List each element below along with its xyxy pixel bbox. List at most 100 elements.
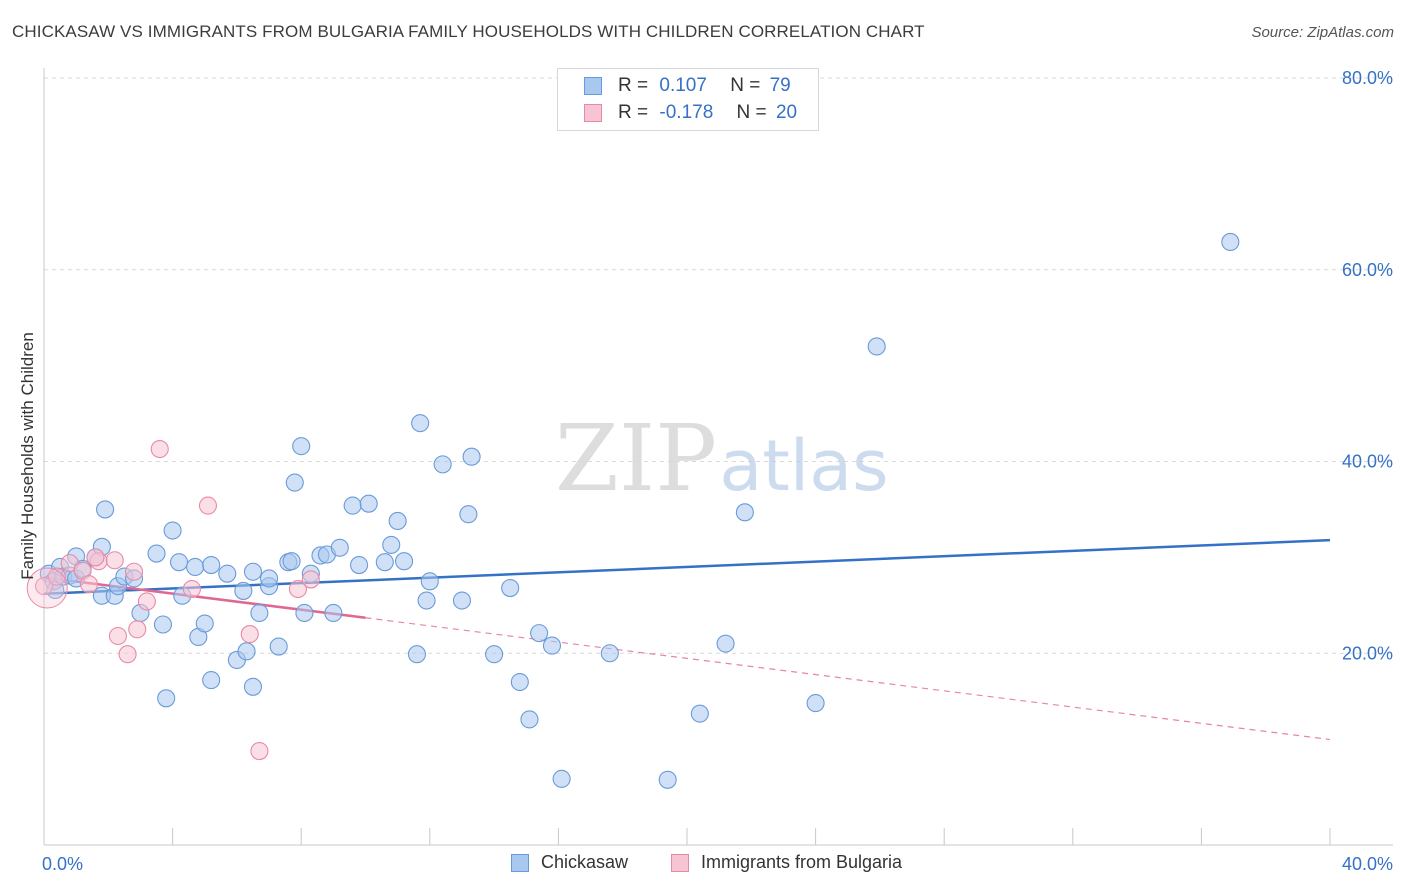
bulgaria-point — [198, 496, 218, 515]
chickasaw-point — [452, 591, 472, 610]
chickasaw-point — [218, 564, 237, 583]
chickasaw-point — [243, 677, 263, 696]
bulgaria-point — [250, 741, 269, 761]
chickasaw-point — [259, 569, 279, 588]
chickasaw-point — [716, 634, 735, 653]
legend-swatch-bulgaria — [671, 854, 689, 872]
bulgaria-point — [182, 579, 201, 599]
chickasaw-point — [395, 552, 414, 571]
chickasaw-point — [330, 538, 349, 557]
bulgaria-point — [128, 620, 147, 639]
chickasaw-point — [282, 552, 301, 571]
chart-title: CHICKASAW VS IMMIGRANTS FROM BULGARIA FA… — [12, 22, 925, 41]
n-label: N = — [736, 102, 767, 123]
chickasaw-point — [202, 555, 221, 575]
legend-label: Immigrants from Bulgaria — [701, 852, 903, 872]
bulgaria-point — [118, 645, 137, 664]
n-value: 79 — [769, 75, 791, 96]
chickasaw-point — [186, 557, 205, 577]
bulgaria-point — [240, 625, 259, 644]
r-value: -0.178 — [659, 102, 714, 123]
bulgaria-point — [47, 567, 66, 586]
chickasaw-point — [485, 645, 504, 664]
chickasaw-point — [295, 603, 314, 623]
chickasaw-point — [520, 710, 539, 729]
y-axis-label: Family Households with Children — [18, 332, 37, 580]
watermark-atlas: atlas — [719, 425, 888, 507]
bulgaria-point — [137, 592, 156, 611]
legend-label: Chickasaw — [541, 852, 629, 872]
bulgaria-point — [124, 562, 144, 581]
chickasaw-point — [867, 337, 886, 356]
chickasaw-point — [542, 636, 562, 655]
chickasaw-point — [237, 642, 256, 661]
chickasaw-point — [462, 447, 481, 466]
chickasaw-point — [96, 500, 115, 519]
chickasaw-point — [433, 455, 452, 474]
chickasaw-point — [234, 581, 253, 600]
chickasaw-point — [157, 689, 176, 708]
chickasaw-point — [359, 494, 378, 513]
x-tick-label: 0.0% — [42, 854, 83, 874]
chickasaw-point — [658, 770, 677, 789]
bulgaria-point — [301, 570, 320, 589]
chickasaw-point — [510, 672, 529, 692]
bulgaria-trend-extension — [365, 617, 1331, 741]
r-label: R = — [618, 102, 649, 123]
chickasaw-point — [250, 603, 269, 623]
chickasaw-point — [285, 473, 304, 492]
chickasaw-point — [407, 645, 426, 664]
chickasaw-point — [600, 644, 619, 663]
correlation-legend: R = 0.107 N = 79 R = -0.178 N = 20 — [557, 68, 819, 131]
source-credit: Source: ZipAtlas.com — [1251, 24, 1394, 41]
bulgaria-point — [150, 439, 169, 459]
legend-swatch-chickasaw — [511, 854, 529, 872]
chickasaw-point — [195, 614, 214, 633]
chickasaw-point — [202, 671, 221, 690]
bulgaria-point — [79, 575, 99, 594]
chickasaw-point — [324, 603, 343, 623]
chickasaw-point — [375, 553, 394, 572]
chickasaw-point — [1221, 232, 1240, 251]
chickasaw-point — [501, 579, 520, 598]
chickasaw-point — [153, 615, 173, 634]
data-points — [26, 232, 1240, 789]
chickasaw-point — [350, 555, 369, 575]
y-tick-label: 40.0% — [1342, 452, 1393, 472]
legend-text: R = -0.178 N = 20 — [618, 102, 797, 124]
chickasaw-point — [459, 505, 478, 524]
chickasaw-point — [735, 503, 754, 522]
chickasaw-point — [411, 414, 430, 433]
chickasaw-point — [552, 769, 571, 788]
chickasaw-point — [343, 496, 362, 515]
r-value: 0.107 — [659, 75, 707, 96]
chickasaw-point — [690, 704, 709, 723]
chickasaw-point — [388, 511, 407, 530]
n-label: N = — [730, 75, 761, 96]
bulgaria-point — [86, 548, 105, 567]
bulgaria-point — [105, 551, 124, 570]
y-tick-label: 20.0% — [1342, 643, 1393, 663]
axes — [43, 68, 1393, 846]
chickasaw-point — [806, 694, 825, 713]
chickasaw-point — [292, 437, 311, 456]
chickasaw-point — [420, 572, 439, 591]
y-tick-label: 80.0% — [1342, 68, 1393, 88]
bulgaria-point — [288, 579, 308, 599]
trend-lines — [43, 538, 1331, 741]
tick-labels: 20.0% 40.0% 60.0% 80.0% 0.0% 40.0% — [42, 68, 1393, 874]
n-value: 20 — [775, 102, 798, 123]
watermark-zip: ZIP — [555, 405, 717, 512]
legend-text: R = 0.107 N = 79 — [618, 75, 791, 97]
bulgaria-point — [108, 626, 127, 646]
chickasaw-point — [382, 535, 401, 554]
chickasaw-point — [147, 544, 166, 563]
chickasaw-point — [530, 624, 549, 643]
chickasaw-point — [169, 553, 189, 572]
chickasaw-point — [243, 562, 263, 581]
r-label: R = — [618, 75, 649, 96]
legend-swatch-bulgaria — [584, 104, 602, 122]
chickasaw-point — [163, 521, 182, 540]
legend-swatch-chickasaw — [584, 77, 602, 95]
